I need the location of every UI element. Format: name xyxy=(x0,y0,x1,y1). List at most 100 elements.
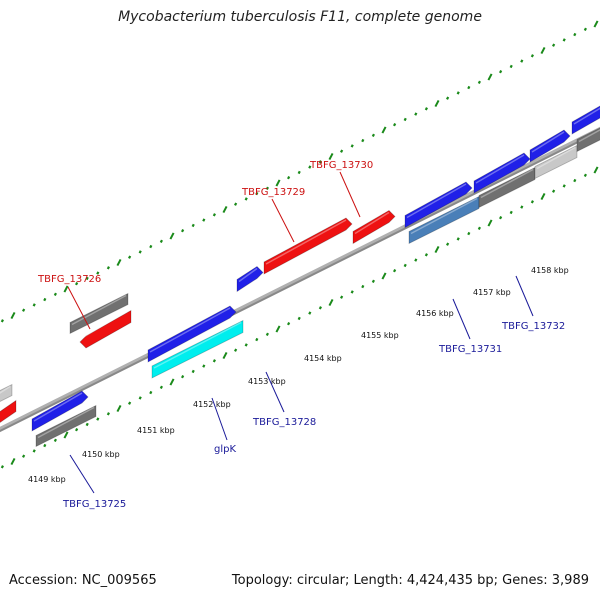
major-tick-mark xyxy=(222,351,228,360)
minor-tick-mark xyxy=(181,229,185,233)
major-tick-mark xyxy=(487,73,493,81)
highlight-feature-bar xyxy=(408,195,480,245)
minor-tick-mark xyxy=(318,306,322,310)
leader-line xyxy=(69,454,95,494)
scale-tick-label: 4150 kbp xyxy=(82,450,120,459)
scale-tick-label: 4157 kbp xyxy=(473,288,511,297)
major-tick-mark xyxy=(434,245,440,254)
minor-tick-mark xyxy=(202,364,206,368)
scale-tick-label: 4149 kbp xyxy=(28,475,66,484)
minor-tick-mark xyxy=(340,149,344,153)
leader-line xyxy=(452,298,471,340)
major-tick-mark xyxy=(222,205,228,214)
minor-tick-mark xyxy=(265,332,269,336)
gene-label: TBFG_13730 xyxy=(309,160,373,171)
gene-bar xyxy=(35,404,97,448)
gene-label: TBFG_13729 xyxy=(241,187,305,198)
map-title: Mycobacterium tuberculosis F11, complete… xyxy=(118,9,482,25)
minor-tick-mark xyxy=(297,316,301,321)
minor-tick-mark xyxy=(562,38,566,42)
pseudo-gene-bar-highlight xyxy=(0,385,11,394)
scale-tick-label: 4156 kbp xyxy=(416,309,454,318)
major-tick-mark xyxy=(593,166,599,174)
topology-summary-text: Topology: circular; Length: 4,424,435 bp… xyxy=(231,573,589,588)
minor-tick-mark xyxy=(446,242,450,246)
forward-cds-arrow-highlight xyxy=(149,307,231,353)
minor-tick-mark xyxy=(128,255,132,259)
minor-tick-mark xyxy=(244,343,248,347)
minor-tick-mark xyxy=(106,266,110,270)
minor-tick-mark xyxy=(414,258,418,262)
scale-tick-label: 4153 kbp xyxy=(248,377,286,386)
major-tick-mark xyxy=(275,325,281,333)
minor-tick-mark xyxy=(255,337,259,342)
minor-tick-mark xyxy=(181,375,185,379)
minor-tick-mark xyxy=(96,271,100,275)
minor-tick-mark xyxy=(202,218,206,222)
minor-tick-mark xyxy=(530,200,534,204)
minor-tick-mark xyxy=(552,189,556,193)
minor-tick-mark xyxy=(244,197,248,201)
minor-tick-mark xyxy=(424,253,428,257)
minor-tick-mark xyxy=(520,205,524,209)
minor-tick-mark xyxy=(308,311,312,315)
minor-tick-mark xyxy=(159,385,163,389)
gene-label: TBFG_13725 xyxy=(62,499,126,510)
major-tick-mark xyxy=(328,152,334,161)
gene-label: TBFG_13732 xyxy=(501,321,565,332)
minor-tick-mark xyxy=(149,390,153,395)
minor-tick-mark xyxy=(562,184,566,188)
major-tick-mark xyxy=(487,219,493,227)
cyan-feature-bar-highlight xyxy=(153,321,242,369)
minor-tick-mark xyxy=(308,165,312,169)
minor-tick-mark xyxy=(191,223,195,228)
scale-tick-label: 4151 kbp xyxy=(137,426,175,435)
reverse-cds-arrow xyxy=(352,209,396,245)
minor-tick-mark xyxy=(159,239,163,243)
major-tick-mark xyxy=(116,404,122,413)
highlight-feature-bar-highlight xyxy=(410,197,478,235)
forward-cds-arrow xyxy=(31,390,89,432)
pseudo-gene-bar xyxy=(0,383,13,402)
major-tick-mark xyxy=(275,179,281,187)
reverse-cds-arrow-highlight xyxy=(81,311,126,339)
minor-tick-mark xyxy=(106,412,110,416)
forward-cds-arrow-highlight xyxy=(475,154,525,184)
leader-line xyxy=(67,286,91,330)
minor-tick-mark xyxy=(403,117,407,122)
gene-bar xyxy=(576,127,600,153)
gene-bar-highlight xyxy=(71,294,127,326)
backbone-line xyxy=(0,126,600,432)
minor-tick-mark xyxy=(340,295,344,299)
accession-text: Accession: NC_009565 xyxy=(9,573,157,588)
minor-tick-mark xyxy=(138,396,142,400)
leader-line xyxy=(339,171,361,218)
minor-tick-mark xyxy=(96,417,100,421)
backbone-line xyxy=(0,129,600,433)
minor-tick-mark xyxy=(191,369,195,374)
major-tick-mark xyxy=(10,457,16,466)
leader-line xyxy=(515,275,534,317)
major-tick-mark xyxy=(328,298,334,307)
minor-tick-mark xyxy=(477,226,481,230)
pseudo-gene-bar-highlight xyxy=(536,146,576,170)
major-tick-mark xyxy=(540,192,546,201)
major-tick-mark xyxy=(593,20,599,28)
major-tick-mark xyxy=(169,232,175,240)
minor-tick-mark xyxy=(0,465,4,469)
gene-label: TBFG_13731 xyxy=(438,344,502,355)
forward-cds-arrow xyxy=(473,152,531,194)
scale-tick-label: 4152 kbp xyxy=(193,400,231,409)
minor-tick-mark xyxy=(583,173,587,177)
minor-tick-mark xyxy=(467,231,471,236)
scale-tick-label: 4154 kbp xyxy=(304,354,342,363)
minor-tick-mark xyxy=(371,133,375,137)
forward-cds-arrow xyxy=(529,129,571,163)
gene-bar xyxy=(478,166,536,209)
minor-tick-mark xyxy=(446,96,450,100)
minor-tick-mark xyxy=(467,85,471,90)
minor-tick-mark xyxy=(0,319,4,323)
leader-line xyxy=(265,371,285,413)
minor-tick-mark xyxy=(53,292,57,296)
